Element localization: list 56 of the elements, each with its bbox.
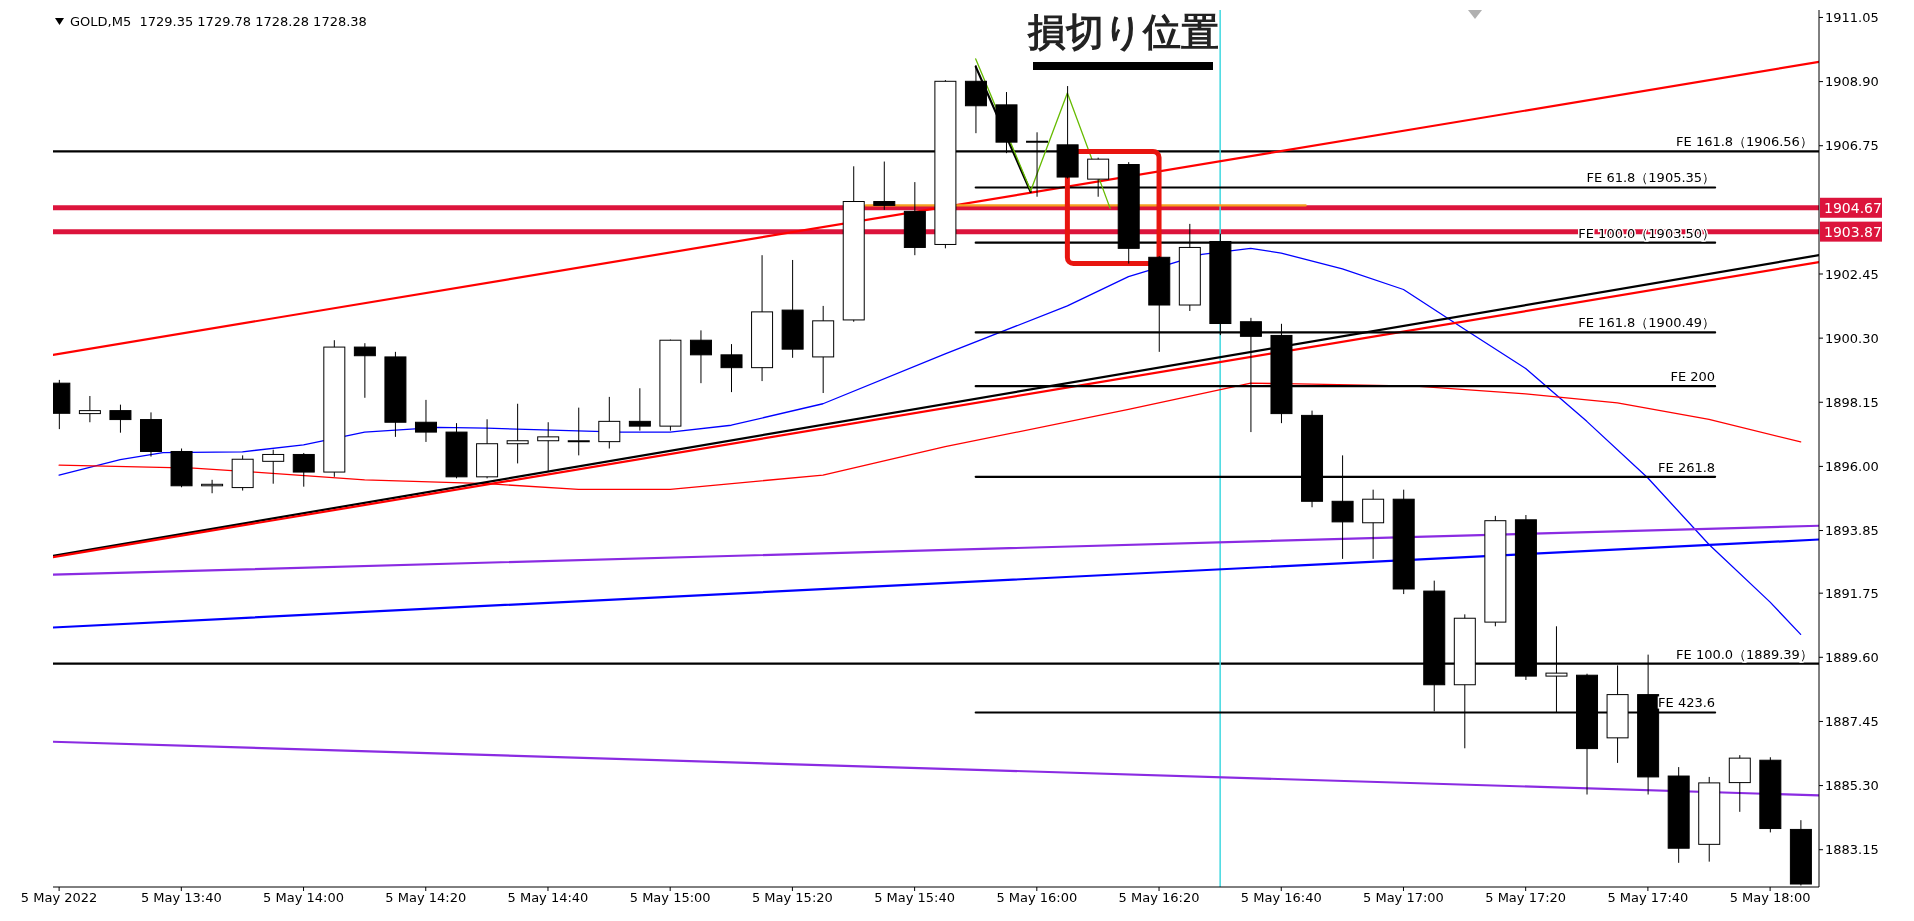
x-tick-label: 5 May 17:40 — [1607, 890, 1689, 906]
x-tick-label: 5 May 14:40 — [507, 890, 589, 906]
x-tick-label: 5 May 16:00 — [996, 890, 1078, 906]
candlestick — [1362, 489, 1385, 560]
ref-line-label: 1904.67 — [1824, 199, 1882, 216]
line-series — [975, 58, 1111, 210]
candlestick — [109, 404, 132, 434]
annotation: FE 423.6 — [1658, 695, 1716, 711]
candlestick — [537, 421, 560, 472]
annotation: FE 200 — [1670, 369, 1716, 385]
candlestick — [262, 449, 285, 485]
y-tick-label: 1896.00 — [1825, 459, 1879, 475]
y-tick-label: 1885.30 — [1825, 778, 1879, 794]
y-tick-label: 1883.15 — [1825, 842, 1879, 858]
x-tick-label: 5 May 2022 — [20, 890, 98, 906]
y-tick-label: 1902.45 — [1825, 266, 1879, 282]
candlestick — [78, 395, 101, 423]
x-tick-label: 5 May 17:00 — [1363, 890, 1444, 906]
x-tick-label: 5 May 14:20 — [385, 890, 467, 906]
y-tick-label: 1911.05 — [1825, 10, 1879, 26]
chart-subtitle: GOLD,M5 1729.35 1729.78 1728.28 1728.38 — [70, 14, 367, 29]
y-tick-label: 1887.45 — [1825, 714, 1879, 730]
candlestick — [506, 403, 529, 464]
chart-title: 損切り位置 — [1026, 9, 1220, 56]
x-tick-label: 5 May 16:20 — [1118, 890, 1200, 906]
annotation: FE 100.0（1889.39） — [1676, 646, 1813, 662]
y-tick-label: 1908.90 — [1825, 74, 1879, 90]
x-tick-label: 5 May 14:00 — [263, 890, 344, 906]
candlestick — [720, 343, 743, 393]
annotation: FE 161.8（1900.49） — [1578, 315, 1716, 331]
candlestick — [353, 342, 376, 399]
x-tick-label: 5 May 17:20 — [1485, 890, 1567, 906]
y-tick-label: 1893.85 — [1825, 523, 1879, 539]
y-tick-label: 1889.60 — [1825, 649, 1879, 665]
x-tick-label: 5 May 15:00 — [629, 890, 711, 906]
annotation: FE 161.8（1906.56） — [1676, 134, 1813, 150]
candlestick — [689, 329, 712, 384]
x-tick-label: 5 May 15:20 — [751, 890, 833, 906]
y-tick-label: 1900.30 — [1825, 330, 1879, 346]
x-tick-label: 5 May 16:40 — [1240, 890, 1322, 906]
line-series — [58, 382, 1802, 491]
y-tick-label: 1906.75 — [1825, 138, 1879, 154]
candlestick — [598, 396, 621, 449]
ref-line-label: 1903.87 — [1824, 223, 1882, 240]
candlestick — [292, 452, 315, 488]
candlestick — [628, 387, 651, 432]
annotation: FE 261.8 — [1658, 459, 1716, 475]
candlestick — [567, 407, 590, 456]
candlestick — [873, 161, 896, 211]
y-tick-label: 1898.15 — [1825, 394, 1879, 410]
annotation: FE 61.8（1905.35） — [1586, 170, 1716, 186]
x-tick-label: 5 May 18:00 — [1729, 890, 1811, 906]
x-tick-label: 5 May 13:40 — [140, 890, 222, 906]
x-tick-label: 5 May 15:40 — [874, 890, 956, 906]
candlestick — [414, 399, 437, 443]
y-tick-label: 1891.75 — [1825, 585, 1879, 601]
